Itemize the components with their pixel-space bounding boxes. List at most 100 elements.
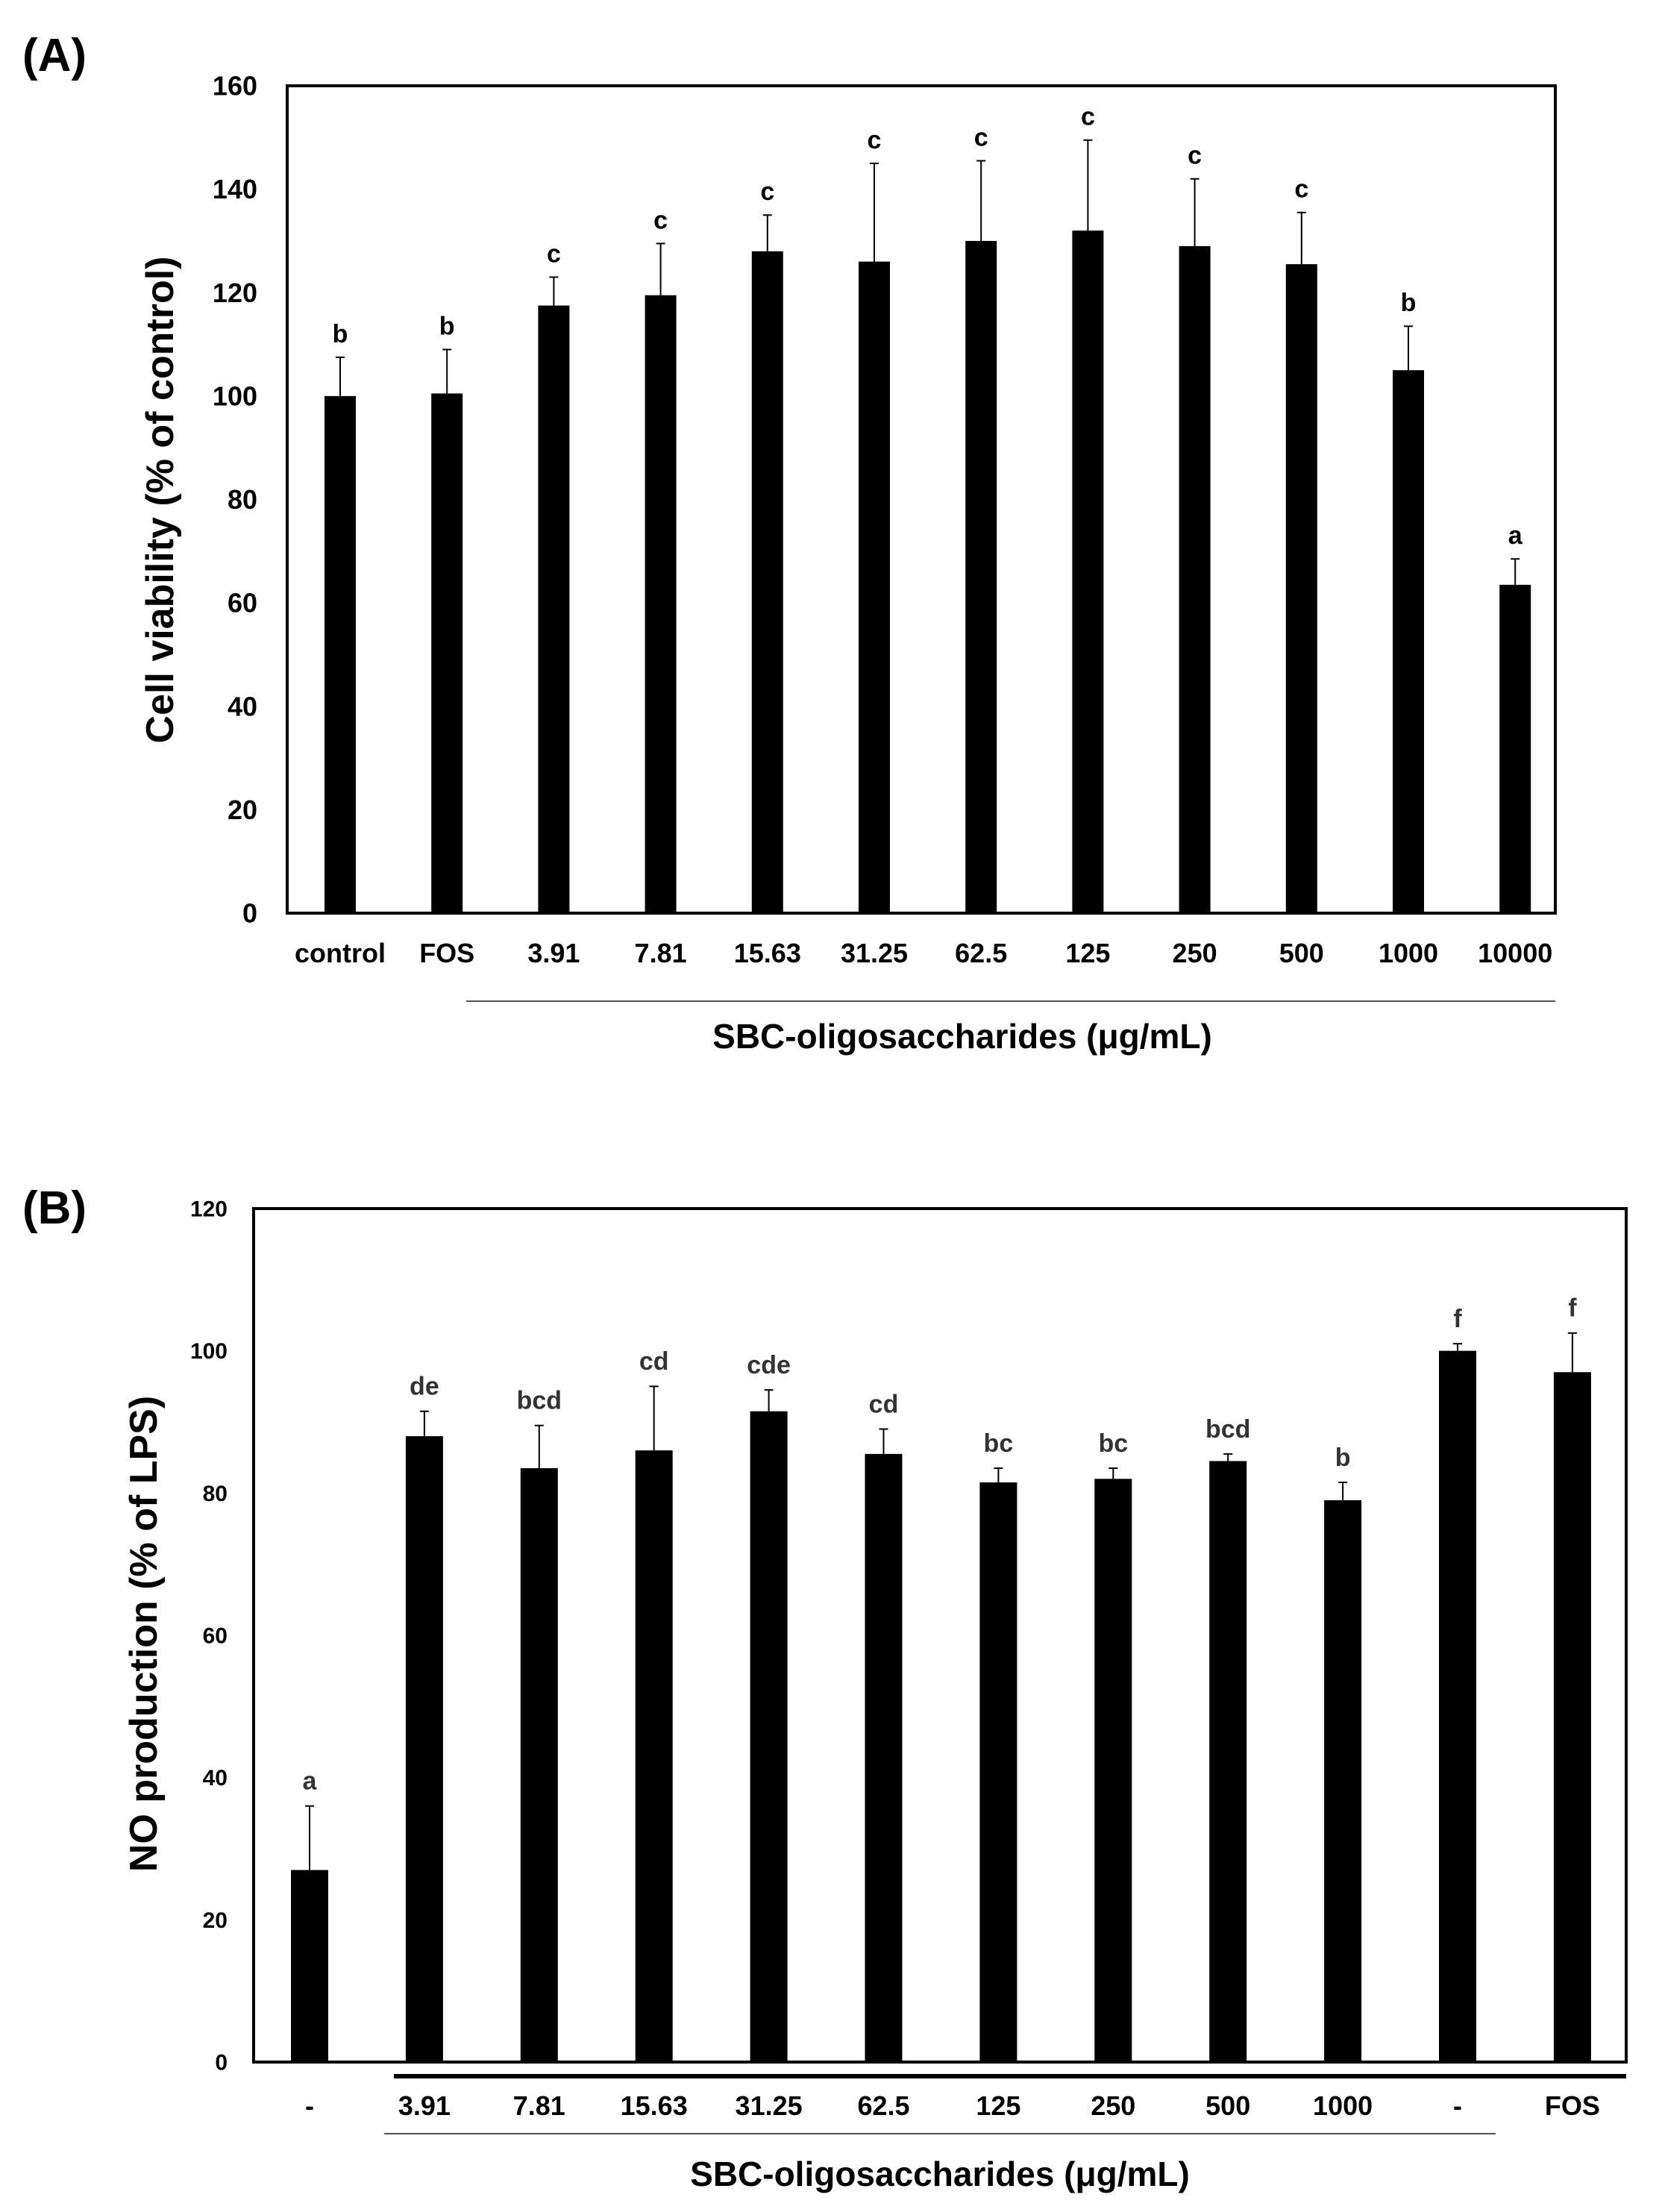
panel-a-x-tick-label: 62.5 xyxy=(955,938,1007,968)
panel-b-significance-letter: cde xyxy=(747,1351,791,1379)
panel-b-error-bar xyxy=(879,1428,888,1454)
panel-a-bar xyxy=(751,251,783,913)
panel-a-y-tick-label: 140 xyxy=(213,174,257,204)
panel-a-y-tick-label: 160 xyxy=(213,71,257,101)
panel-a-error-bar xyxy=(1511,558,1520,585)
panel-b-bar xyxy=(1439,1350,1476,2062)
panel-a-significance-letter: c xyxy=(1081,103,1095,131)
panel-a-x-tick-label: 7.81 xyxy=(635,938,687,968)
panel-a-error-bar xyxy=(1296,211,1306,265)
panel-a-x-tick-label: 500 xyxy=(1279,938,1324,968)
panel-a-y-axis-label: Cell viability (% of control) xyxy=(139,257,182,744)
panel-b-significance-letter: cd xyxy=(869,1390,899,1418)
panel-a-bar xyxy=(965,240,997,913)
panel-a-bar xyxy=(645,295,677,913)
panel-b-x-axis-label: SBC-oligosaccharides (μg/mL) xyxy=(690,2155,1190,2193)
panel-a-y-tick-label: 80 xyxy=(228,484,257,515)
panel-a-plot-frame xyxy=(286,84,1557,915)
panel-a-bar xyxy=(1499,584,1531,913)
panel-a-bar xyxy=(1393,370,1424,913)
panel-a-bar xyxy=(859,261,890,914)
panel-b-significance-letter: f xyxy=(1453,1305,1462,1333)
panel-b-significance-letter: bcd xyxy=(517,1387,562,1415)
panel-b-bar xyxy=(979,1482,1017,2062)
panel-b-x-tick-label: 15.63 xyxy=(621,2090,688,2121)
panel-b-x-tick-label: 3.91 xyxy=(398,2090,451,2121)
panel-a-bar xyxy=(1285,264,1317,913)
panel-a-label: (A) xyxy=(22,30,87,81)
panel-a-error-bar xyxy=(1190,178,1200,246)
panel-b-bar xyxy=(1324,1500,1362,2062)
panel-b-significance-letter: cd xyxy=(639,1347,669,1376)
panel-a-y-tick-label: 0 xyxy=(242,898,257,929)
panel-b: (B) 0 20 40 60 80 100 120 a de bcd cd cde cd bc bc bcd… xyxy=(22,1182,1628,2193)
panel-b-bar xyxy=(1553,1372,1591,2062)
panel-b-error-bar xyxy=(1108,1467,1118,1479)
panel-b-y-tick-label: 0 xyxy=(215,2051,228,2075)
panel-b-bar xyxy=(291,1870,328,2062)
panel-a-bar xyxy=(1179,245,1211,913)
panel-b-bar xyxy=(520,1467,558,2062)
panel-b-x-tick-label: 62.5 xyxy=(857,2090,909,2121)
panel-a-significance-letter: c xyxy=(1294,175,1308,204)
panel-b-significance-letter: bc xyxy=(1098,1429,1128,1458)
panel-a-error-bar xyxy=(976,160,986,241)
panel-a-significance-letter: a xyxy=(1508,521,1523,550)
panel-a-error-bar xyxy=(762,214,772,251)
panel-b-error-bar xyxy=(534,1424,544,1468)
panel-b-bar xyxy=(865,1453,903,2062)
panel-b-bar xyxy=(635,1450,673,2062)
panel-a-bar xyxy=(1072,231,1104,913)
panel-b-y-axis-label: NO production (% of LPS) xyxy=(122,1396,166,1872)
panel-a-error-bar xyxy=(870,162,879,262)
panel-b-bar xyxy=(750,1411,788,2062)
panel-b-y-tick-label: 20 xyxy=(203,1908,228,1933)
panel-b-error-bar xyxy=(305,1805,314,1870)
panel-b-bar xyxy=(405,1436,443,2062)
panel-b-x-tick-label: 31.25 xyxy=(736,2090,803,2121)
panel-b-y-tick-label: 60 xyxy=(203,1624,228,1649)
panel-a-error-bar xyxy=(656,242,665,295)
panel-a-x-tick-label: 10000 xyxy=(1478,938,1552,968)
panel-a-error-bar xyxy=(1404,325,1413,371)
panel-a-x-axis-label: SBC-oligosaccharides (μg/mL) xyxy=(712,1017,1212,1056)
panel-b-label: (B) xyxy=(22,1182,87,1234)
panel-b-significance-letter: a xyxy=(303,1767,318,1796)
panel-b-y-tick-label: 80 xyxy=(203,1482,228,1506)
panel-a-error-bar xyxy=(442,348,452,394)
panel-a-x-tick-label: 125 xyxy=(1065,938,1110,968)
panel-b-error-bar xyxy=(994,1467,1003,1483)
panel-a-significance-letter: c xyxy=(760,178,774,206)
panel-b-significance-letter: de xyxy=(410,1373,439,1401)
panel-a-x-tick-label: 1000 xyxy=(1379,938,1438,968)
panel-a-bar xyxy=(431,393,463,913)
panel-b-x-tick-label: 7.81 xyxy=(513,2090,565,2121)
panel-a-bar xyxy=(538,305,570,913)
panel-a-y-tick-label: 20 xyxy=(228,795,257,825)
panel-a-x-tick-label: 3.91 xyxy=(527,938,580,968)
panel-b-x-tick-label: 250 xyxy=(1091,2090,1135,2121)
panel-a-x-tick-label: 31.25 xyxy=(841,938,908,968)
panel-b-x-tick-label: FOS xyxy=(1545,2090,1600,2121)
panel-b-x-tick-label: 1000 xyxy=(1313,2090,1373,2121)
panel-a-significance-letter: b xyxy=(1401,289,1417,317)
panel-a-bar xyxy=(324,395,356,913)
panel-b-error-bar xyxy=(1453,1343,1462,1351)
panel-b-x-tick-label: - xyxy=(305,2090,314,2121)
panel-b-significance-letter: bc xyxy=(984,1429,1014,1458)
panel-b-error-bar xyxy=(1338,1482,1348,1500)
panel-a-significance-letter: b xyxy=(333,320,348,348)
panel-b-error-bar xyxy=(1567,1332,1577,1373)
panel-b-x-tick-label: 125 xyxy=(976,2090,1020,2121)
panel-b-x-tick-label: - xyxy=(1453,2090,1462,2121)
panel-a-y-tick-label: 60 xyxy=(228,588,257,618)
panel-a-y-tick-label: 100 xyxy=(213,380,257,411)
panel-a-significance-letter: b xyxy=(439,312,455,340)
panel-b-significance-letter: f xyxy=(1568,1294,1577,1323)
panel-a-error-bar xyxy=(549,276,559,306)
panel-b-significance-letter: bcd xyxy=(1205,1415,1250,1444)
panel-b-significance-letter: b xyxy=(1335,1444,1351,1472)
panel-a-significance-letter: c xyxy=(974,123,988,151)
panel-a-significance-letter: c xyxy=(547,239,561,268)
